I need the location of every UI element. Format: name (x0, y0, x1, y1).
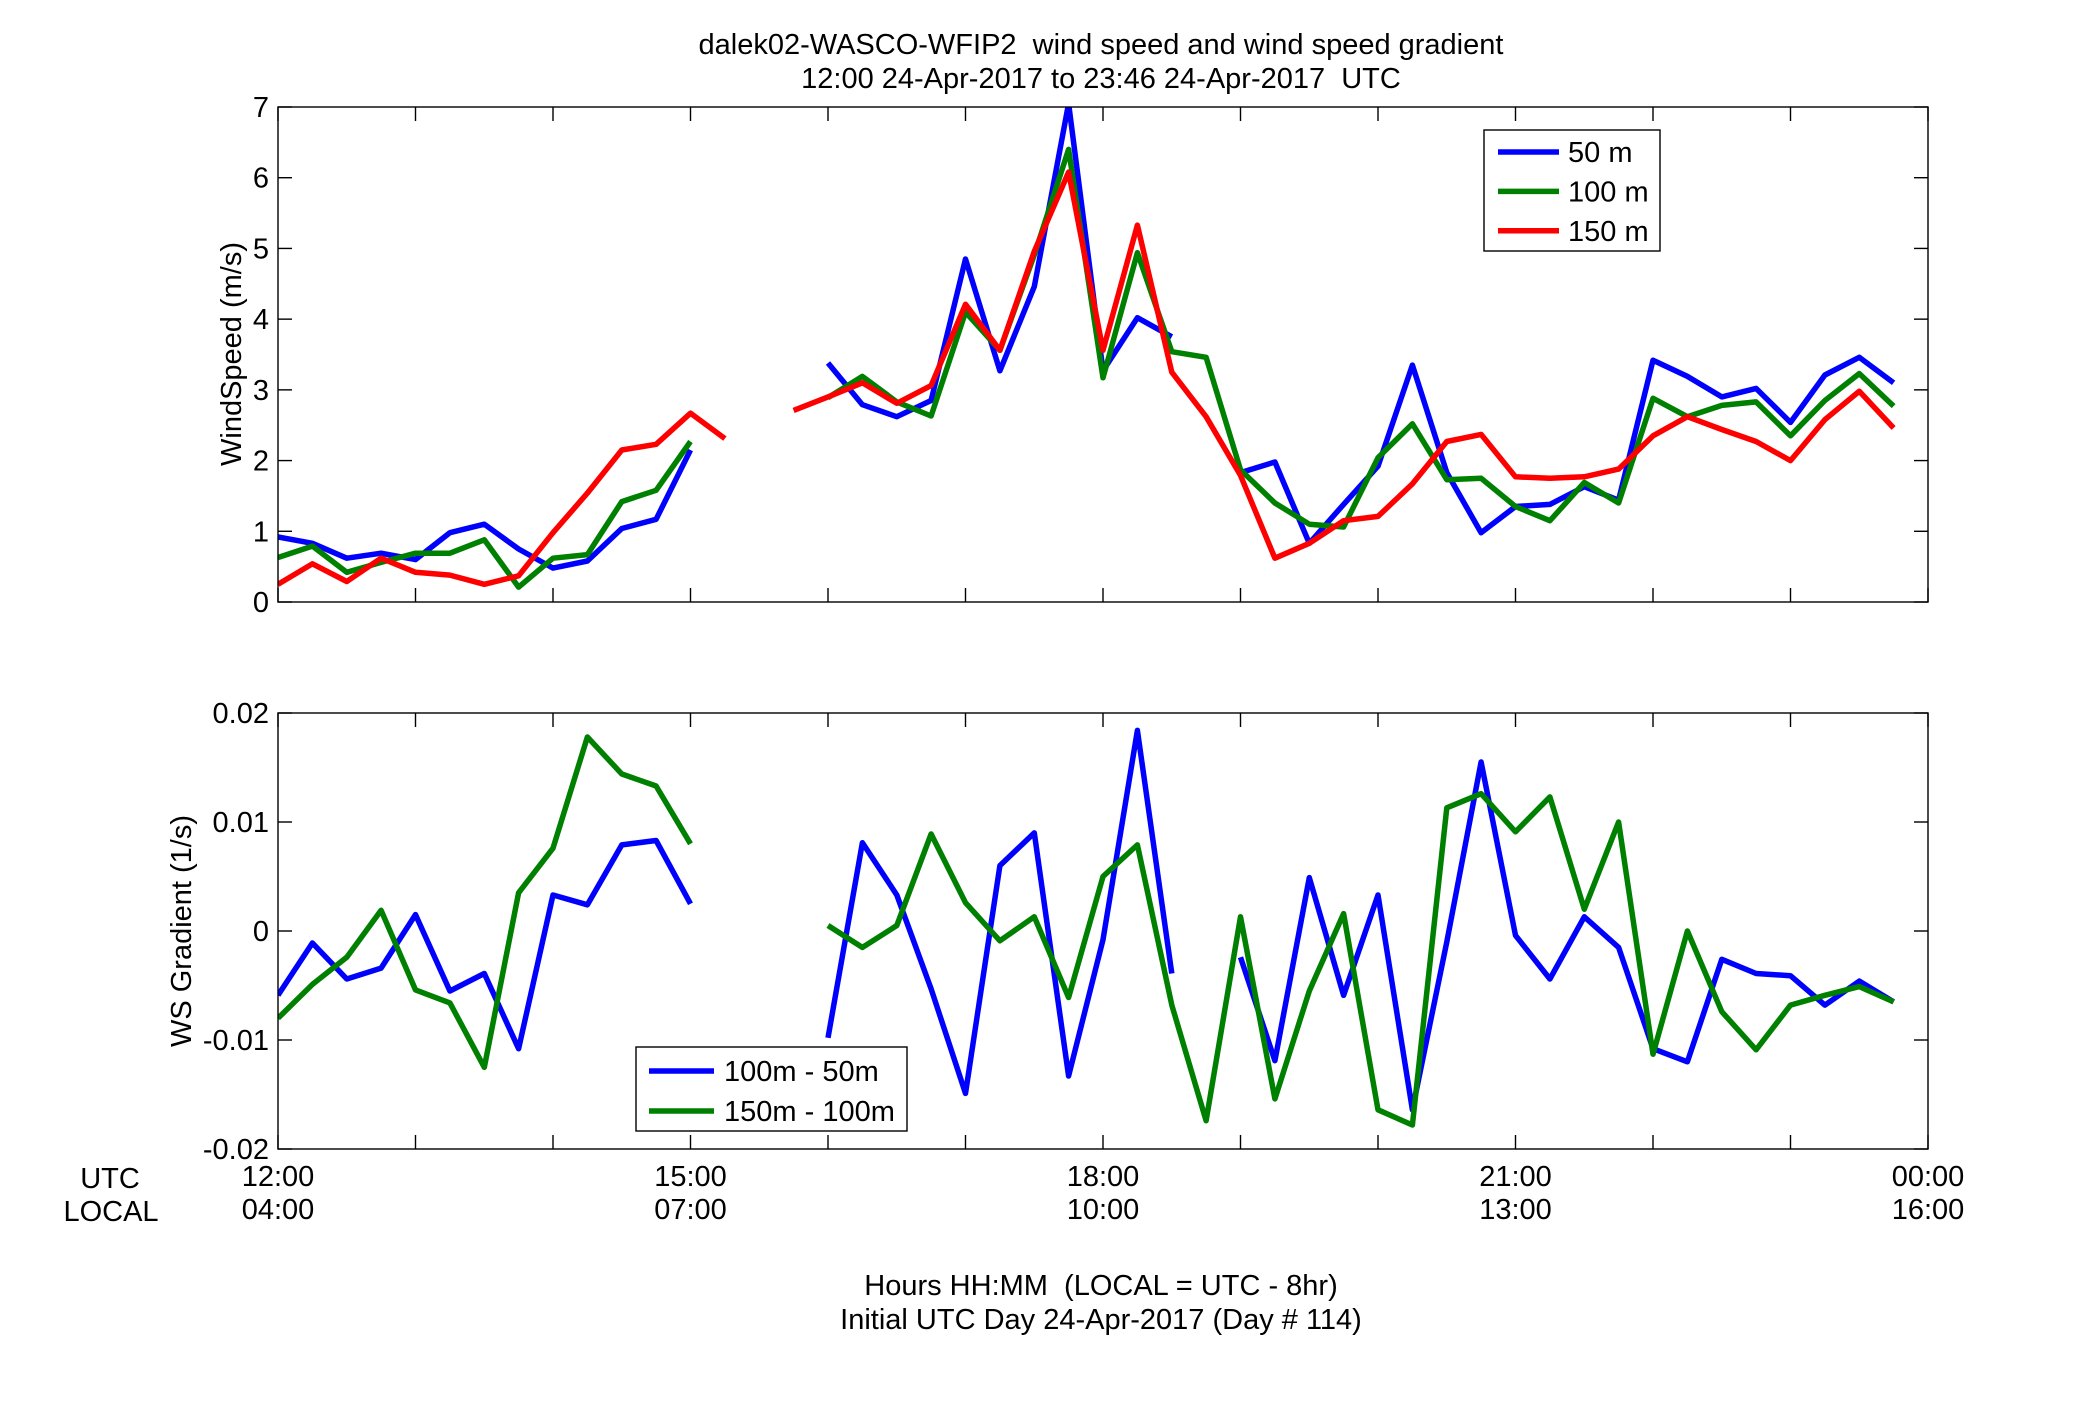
y-tick-label: 0 (253, 916, 269, 948)
y-tick-label: 0.01 (213, 807, 269, 839)
y-tick-label: 4 (253, 304, 269, 336)
y-tick-label: 5 (253, 233, 269, 265)
y-tick-label: 0 (253, 587, 269, 619)
y-tick-label: -0.02 (203, 1134, 269, 1166)
x-row-label-utc: UTC (80, 1163, 140, 1195)
legend-label-50-m: 50 m (1568, 137, 1632, 169)
y-tick-label: 3 (253, 375, 269, 407)
legend-label-100-m: 100 m (1568, 176, 1649, 208)
series-line-150-m (278, 169, 1896, 588)
figure-title-line-2: 12:00 24-Apr-2017 to 23:46 24-Apr-2017 U… (801, 63, 1401, 95)
x-tick-label-local: 10:00 (1067, 1194, 1140, 1226)
y-tick-label: 6 (253, 163, 269, 195)
series-group (278, 107, 1896, 590)
x-tick-label-local: 04:00 (242, 1194, 315, 1226)
x-axis-label-line-1: Hours HH:MM (LOCAL = UTC - 8hr) (864, 1270, 1337, 1302)
y-tick-label: -0.01 (203, 1025, 269, 1057)
x-tick-label-local: 13:00 (1479, 1194, 1552, 1226)
wind-speed-axes: 0 1 2 3 4 5 6 7 50 m 100 m 150 m (253, 92, 1929, 619)
legend-label-100m-50m: 100m - 50m (724, 1056, 879, 1088)
legend-label-150m-100m: 150m - 100m (724, 1096, 895, 1128)
gradient-y-axis-label: WS Gradient (1/s) (166, 815, 198, 1047)
x-tick-label-utc: 18:00 (1067, 1161, 1140, 1193)
y-tick-label: 1 (253, 516, 269, 548)
x-axis-label-line-2: Initial UTC Day 24-Apr-2017 (Day # 114) (840, 1304, 1362, 1336)
y-tick-label: 7 (253, 92, 269, 124)
x-tick-label-utc: 21:00 (1479, 1161, 1552, 1193)
series-group (278, 727, 1896, 1128)
x-row-label-local: LOCAL (63, 1196, 158, 1228)
legend: 50 m 100 m 150 m (1483, 129, 1661, 252)
series-line-50-m (278, 107, 1896, 571)
wind-speed-y-axis-label: WindSpeed (m/s) (216, 242, 248, 466)
x-tick-label-utc: 12:00 (242, 1161, 315, 1193)
legend-box (635, 1046, 908, 1132)
y-tick-label: 2 (253, 446, 269, 478)
x-tick-label-local: 16:00 (1892, 1194, 1965, 1226)
x-tick-label-utc: 15:00 (654, 1161, 727, 1193)
x-tick-label-local: 07:00 (654, 1194, 727, 1226)
series-line-100m-50m (278, 727, 1896, 1113)
y-tick-label: 0.02 (213, 698, 269, 730)
series-line-150m-100m (278, 734, 1895, 1128)
legend: 100m - 50m 150m - 100m (635, 1046, 908, 1132)
figure-title-line-1: dalek02-WASCO-WFIP2 wind speed and wind … (699, 29, 1504, 61)
legend-label-150-m: 150 m (1568, 216, 1649, 248)
x-tick-label-utc: 00:00 (1892, 1161, 1965, 1193)
